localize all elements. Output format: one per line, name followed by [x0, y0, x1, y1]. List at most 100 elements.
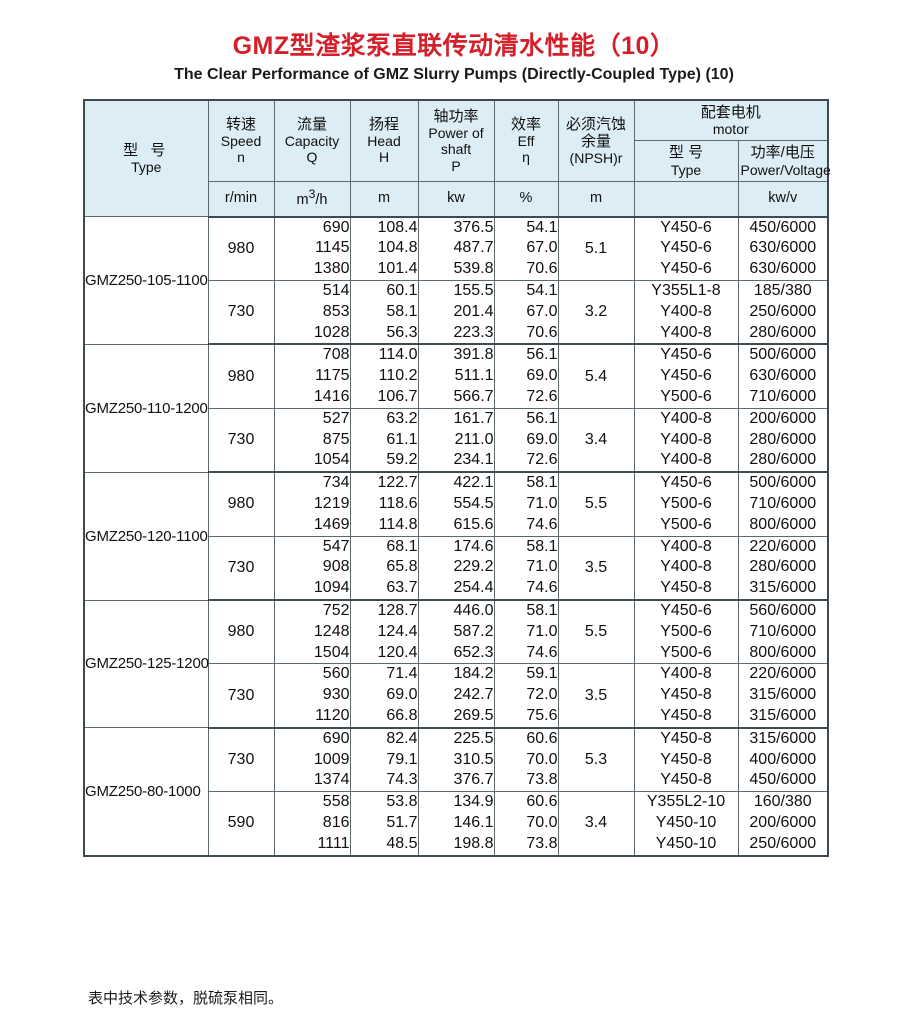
motor-type-cell-value: Y450-6 — [660, 260, 712, 278]
efficiency-cell: 56.1 69.0 72.6 — [493, 407, 559, 474]
table-body: GMZ250-105-1100 980 690 1145 1380 108.4 104.8 1… — [83, 216, 829, 857]
motor-power-cell-value: 630/6000 — [749, 239, 817, 257]
head-cell-value: 106.7 — [377, 388, 418, 406]
efficiency-cell-value: 71.0 — [526, 558, 558, 576]
motor-power-cell-value: 250/6000 — [749, 302, 817, 320]
motor-type-cell: Y450-6 Y450-6 Y500-6 — [633, 343, 739, 409]
motor-type-cell-value: Y355L1-8 — [651, 282, 721, 300]
motor-type-cell-value: Y400-8 — [660, 302, 712, 320]
page-title-english: The Clear Performance of GMZ Slurry Pump… — [174, 66, 734, 83]
efficiency-cell-value: 72.6 — [526, 388, 558, 406]
table-row: 730 514 853 1028 60.1 58.1 56.3 155.5 201.4 223.3… — [84, 280, 829, 346]
capacity-cell: 708 1175 1416 — [273, 343, 351, 409]
motor-power-cell-value: 200/6000 — [749, 409, 817, 427]
motor-power-cell: 220/6000 315/6000 315/6000 — [737, 663, 829, 729]
head-cell-value: 53.8 — [386, 793, 418, 811]
power-cell-value: 161.7 — [453, 409, 494, 427]
efficiency-cell-value: 56.1 — [526, 346, 558, 364]
pump-model-label: GMZ250-125-1200 — [83, 599, 209, 729]
power-cell-value: 211.0 — [454, 430, 494, 448]
efficiency-cell-value: 72.0 — [526, 686, 558, 704]
table-row: GMZ250-120-1100 980 734 1219 1469 122.7 118.6 1… — [83, 471, 829, 601]
power-cell: 134.9 146.1 198.8 — [417, 791, 495, 857]
motor-power-cell: 450/6000 630/6000 630/6000 — [737, 216, 829, 282]
power-cell-value: 134.9 — [453, 793, 494, 811]
head-cell-value: 63.7 — [386, 579, 418, 597]
efficiency-cell-value: 58.1 — [526, 537, 558, 555]
motor-power-cell: 200/6000 280/6000 280/6000 — [737, 407, 829, 474]
capacity-cell-value: 1469 — [313, 515, 350, 533]
motor-power-cell-value: 220/6000 — [749, 665, 817, 683]
power-cell: 174.6 229.2 254.4 — [417, 535, 495, 602]
power-cell: 225.5 310.5 376.7 — [417, 727, 495, 793]
capacity-cell-value: 1380 — [313, 260, 350, 278]
power-cell-value: 254.4 — [453, 579, 494, 597]
motor-power-cell-value: 315/6000 — [749, 729, 817, 747]
motor-type-cell-value: Y450-8 — [660, 750, 712, 768]
efficiency-cell: 58.1 71.0 74.6 — [493, 599, 559, 665]
motor-power-cell-value: 500/6000 — [749, 474, 817, 492]
motor-power-cell-value: 630/6000 — [749, 260, 817, 278]
unit-head: m — [349, 180, 419, 218]
power-cell-value: 229.2 — [453, 558, 494, 576]
capacity-cell-value: 875 — [322, 430, 350, 448]
motor-type-cell: Y450-8 Y450-8 Y450-8 — [633, 727, 739, 793]
head-cell-value: 118.6 — [378, 495, 418, 513]
efficiency-cell-value: 54.1 — [526, 218, 558, 236]
npsh-value: 3.5 — [557, 663, 635, 729]
efficiency-cell-value: 74.6 — [526, 643, 558, 661]
header-capacity: 流量 Capacity Q — [273, 99, 351, 182]
motor-type-cell: Y400-8 Y400-8 Y400-8 — [633, 407, 739, 474]
head-cell: 71.4 69.0 66.8 — [349, 663, 419, 729]
motor-power-cell-value: 710/6000 — [749, 495, 817, 513]
head-cell-value: 114.8 — [378, 515, 418, 533]
motor-type-cell-value: Y450-8 — [660, 771, 712, 789]
speed-value: 730 — [207, 663, 275, 729]
capacity-cell-value: 734 — [322, 474, 350, 492]
head-cell-value: 110.2 — [378, 367, 418, 385]
head-cell-value: 68.1 — [386, 537, 418, 555]
speed-value: 980 — [207, 599, 275, 665]
npsh-value: 5.5 — [557, 471, 635, 537]
capacity-cell-value: 853 — [322, 302, 350, 320]
head-cell-value: 66.8 — [386, 707, 418, 725]
motor-type-cell-value: Y400-8 — [660, 430, 712, 448]
efficiency-cell-value: 70.6 — [526, 260, 558, 278]
power-cell-value: 422.1 — [453, 474, 494, 492]
capacity-cell-value: 1120 — [315, 707, 350, 725]
capacity-cell-value: 1145 — [315, 239, 350, 257]
head-cell: 60.1 58.1 56.3 — [349, 280, 419, 346]
capacity-cell: 690 1145 1380 — [273, 216, 351, 282]
power-cell-value: 269.5 — [453, 707, 494, 725]
header-motor-group: 配套电机 motor — [633, 99, 829, 142]
power-cell-value: 554.5 — [453, 495, 494, 513]
head-cell: 63.2 61.1 59.2 — [349, 407, 419, 474]
head-cell: 68.1 65.8 63.7 — [349, 535, 419, 602]
header-row-units: r/min m3/h m kw % m kw/v — [84, 180, 829, 218]
header-motor-type: 型 号 Type — [633, 140, 739, 182]
motor-type-cell-value: Y450-8 — [660, 707, 712, 725]
power-cell-value: 225.5 — [453, 729, 494, 747]
motor-power-cell: 500/6000 710/6000 800/6000 — [737, 471, 829, 537]
efficiency-cell: 60.6 70.0 73.8 — [493, 791, 559, 857]
head-cell: 108.4 104.8 101.4 — [349, 216, 419, 282]
motor-power-cell-value: 710/6000 — [749, 622, 817, 640]
head-cell-value: 104.8 — [377, 239, 418, 257]
capacity-cell: 558 816 1111 — [273, 791, 351, 857]
footnote: 表中技术参数，脱硫泵相同。 — [88, 990, 284, 1007]
motor-power-cell-value: 280/6000 — [749, 558, 817, 576]
table-row: GMZ250-80-1000 730 690 1009 1374 82.4 79.1 74.3… — [83, 727, 829, 857]
unit-npsh: m — [557, 180, 635, 218]
motor-power-cell: 160/380 200/6000 250/6000 — [737, 791, 829, 857]
efficiency-cell-value: 58.1 — [526, 474, 558, 492]
power-cell: 446.0 587.2 652.3 — [417, 599, 495, 665]
motor-power-cell: 220/6000 280/6000 315/6000 — [737, 535, 829, 602]
efficiency-cell-value: 70.0 — [526, 814, 558, 831]
power-cell-value: 310.5 — [453, 750, 494, 768]
header-row-motor-sub: 型 号 Type 功率/电压 Power/Voltage — [84, 140, 831, 182]
head-cell-value: 122.7 — [377, 474, 418, 492]
motor-type-cell-value: Y400-8 — [660, 323, 712, 341]
speed-value: 730 — [207, 280, 275, 346]
motor-power-cell-value: 400/6000 — [749, 750, 817, 768]
head-cell-value: 56.3 — [386, 323, 418, 341]
